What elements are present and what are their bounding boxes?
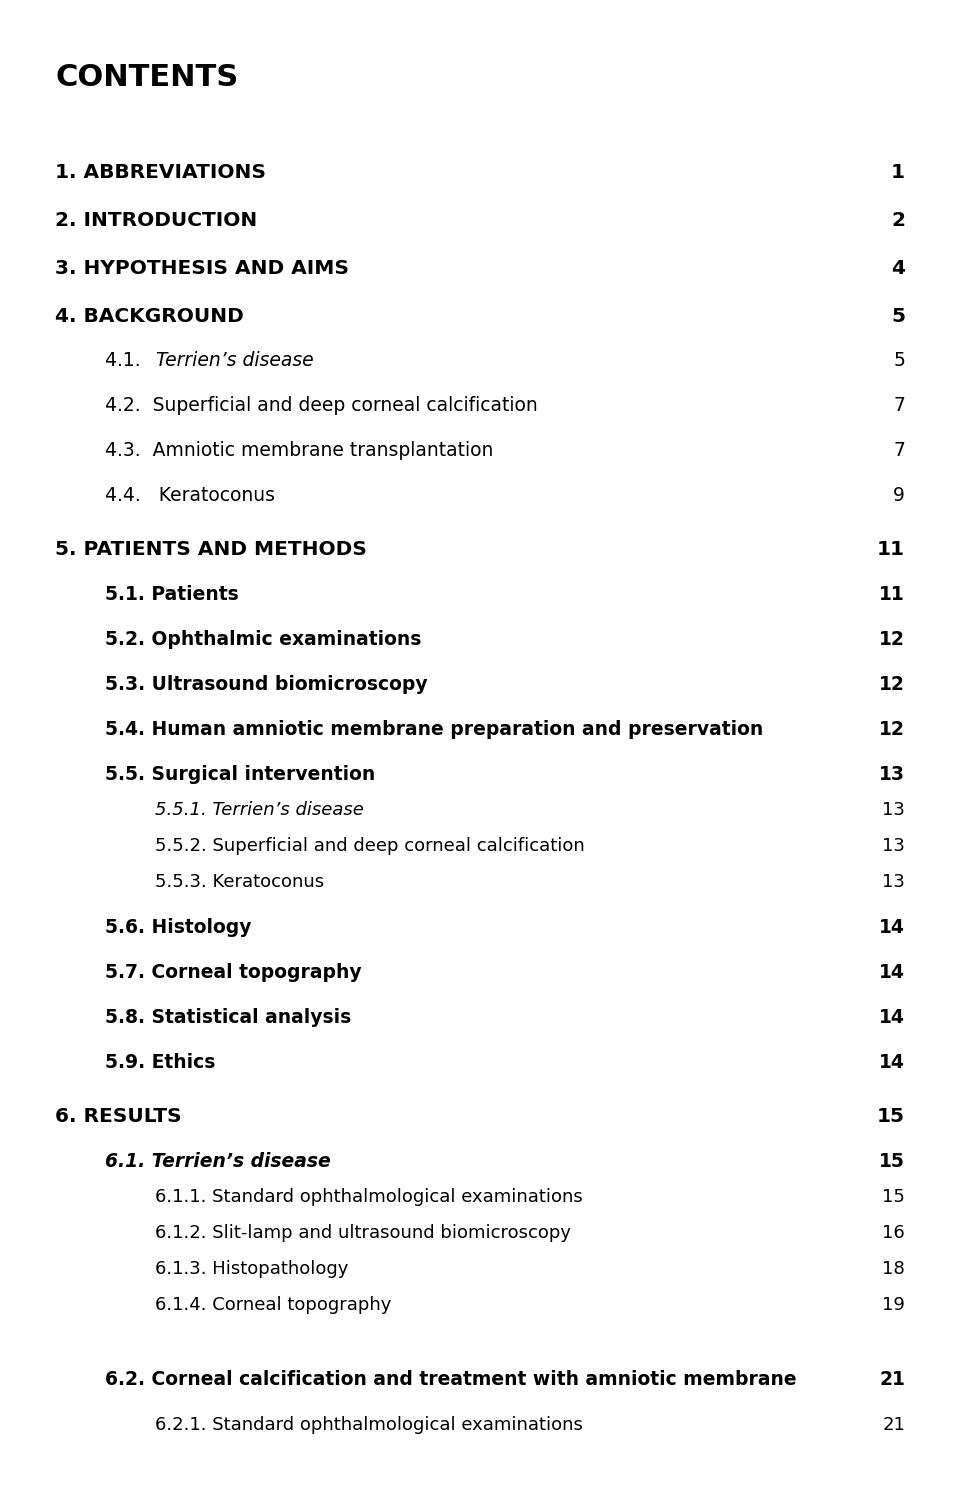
Text: 5.9. Ethics: 5.9. Ethics <box>105 1053 215 1073</box>
Text: 15: 15 <box>877 1107 905 1126</box>
Text: 5.3. Ultrasound biomicroscopy: 5.3. Ultrasound biomicroscopy <box>105 676 427 694</box>
Text: 14: 14 <box>879 963 905 983</box>
Text: 5.5.3. Keratoconus: 5.5.3. Keratoconus <box>155 873 324 891</box>
Text: 15: 15 <box>882 1188 905 1206</box>
Text: 18: 18 <box>882 1260 905 1278</box>
Text: 5.5.1. Terrien’s disease: 5.5.1. Terrien’s disease <box>155 801 364 819</box>
Text: 13: 13 <box>882 873 905 891</box>
Text: 5.4. Human amniotic membrane preparation and preservation: 5.4. Human amniotic membrane preparation… <box>105 721 763 739</box>
Text: 4.1.: 4.1. <box>105 351 156 370</box>
Text: 5: 5 <box>893 351 905 370</box>
Text: 4.3.  Amniotic membrane transplantation: 4.3. Amniotic membrane transplantation <box>105 440 493 460</box>
Text: 5.8. Statistical analysis: 5.8. Statistical analysis <box>105 1008 351 1028</box>
Text: 12: 12 <box>879 721 905 739</box>
Text: 6.1.1. Standard ophthalmological examinations: 6.1.1. Standard ophthalmological examina… <box>155 1188 583 1206</box>
Text: 13: 13 <box>879 765 905 783</box>
Text: 4: 4 <box>891 259 905 279</box>
Text: 2: 2 <box>891 211 905 231</box>
Text: 5.5.2. Superficial and deep corneal calcification: 5.5.2. Superficial and deep corneal calc… <box>155 837 585 855</box>
Text: 4. BACKGROUND: 4. BACKGROUND <box>55 307 244 327</box>
Text: 14: 14 <box>879 1008 905 1028</box>
Text: 5: 5 <box>891 307 905 327</box>
Text: 16: 16 <box>882 1224 905 1242</box>
Text: 5.6. Histology: 5.6. Histology <box>105 918 252 938</box>
Text: 6.2.1. Standard ophthalmological examinations: 6.2.1. Standard ophthalmological examina… <box>155 1416 583 1434</box>
Text: 11: 11 <box>877 539 905 559</box>
Text: 6.2. Corneal calcification and treatment with amniotic membrane: 6.2. Corneal calcification and treatment… <box>105 1371 797 1389</box>
Text: 6.1.2. Slit-lamp and ultrasound biomicroscopy: 6.1.2. Slit-lamp and ultrasound biomicro… <box>155 1224 571 1242</box>
Text: CONTENTS: CONTENTS <box>55 63 238 91</box>
Text: 14: 14 <box>879 918 905 938</box>
Text: 13: 13 <box>882 801 905 819</box>
Text: 4.4.   Keratoconus: 4.4. Keratoconus <box>105 485 275 505</box>
Text: 6.1.3. Histopathology: 6.1.3. Histopathology <box>155 1260 348 1278</box>
Text: 11: 11 <box>879 586 905 604</box>
Text: 12: 12 <box>879 676 905 694</box>
Text: 21: 21 <box>879 1371 905 1389</box>
Text: 6.1. Terrien’s disease: 6.1. Terrien’s disease <box>105 1152 331 1171</box>
Text: 13: 13 <box>882 837 905 855</box>
Text: 1: 1 <box>891 163 905 181</box>
Text: 4.2.  Superficial and deep corneal calcification: 4.2. Superficial and deep corneal calcif… <box>105 395 538 415</box>
Text: 5.7. Corneal topography: 5.7. Corneal topography <box>105 963 362 983</box>
Text: 6. RESULTS: 6. RESULTS <box>55 1107 181 1126</box>
Text: 7: 7 <box>893 395 905 415</box>
Text: 2. INTRODUCTION: 2. INTRODUCTION <box>55 211 257 231</box>
Text: 21: 21 <box>882 1416 905 1434</box>
Text: Terrien’s disease: Terrien’s disease <box>156 351 314 370</box>
Text: 14: 14 <box>879 1053 905 1073</box>
Text: 5.5. Surgical intervention: 5.5. Surgical intervention <box>105 765 375 783</box>
Text: 5. PATIENTS AND METHODS: 5. PATIENTS AND METHODS <box>55 539 367 559</box>
Text: 1. ABBREVIATIONS: 1. ABBREVIATIONS <box>55 163 266 181</box>
Text: 5.1. Patients: 5.1. Patients <box>105 586 239 604</box>
Text: 7: 7 <box>893 440 905 460</box>
Text: 12: 12 <box>879 631 905 649</box>
Text: 3. HYPOTHESIS AND AIMS: 3. HYPOTHESIS AND AIMS <box>55 259 349 279</box>
Text: 6.1.4. Corneal topography: 6.1.4. Corneal topography <box>155 1296 392 1314</box>
Text: 5.2. Ophthalmic examinations: 5.2. Ophthalmic examinations <box>105 631 421 649</box>
Text: 19: 19 <box>882 1296 905 1314</box>
Text: 15: 15 <box>879 1152 905 1171</box>
Text: 9: 9 <box>893 485 905 505</box>
